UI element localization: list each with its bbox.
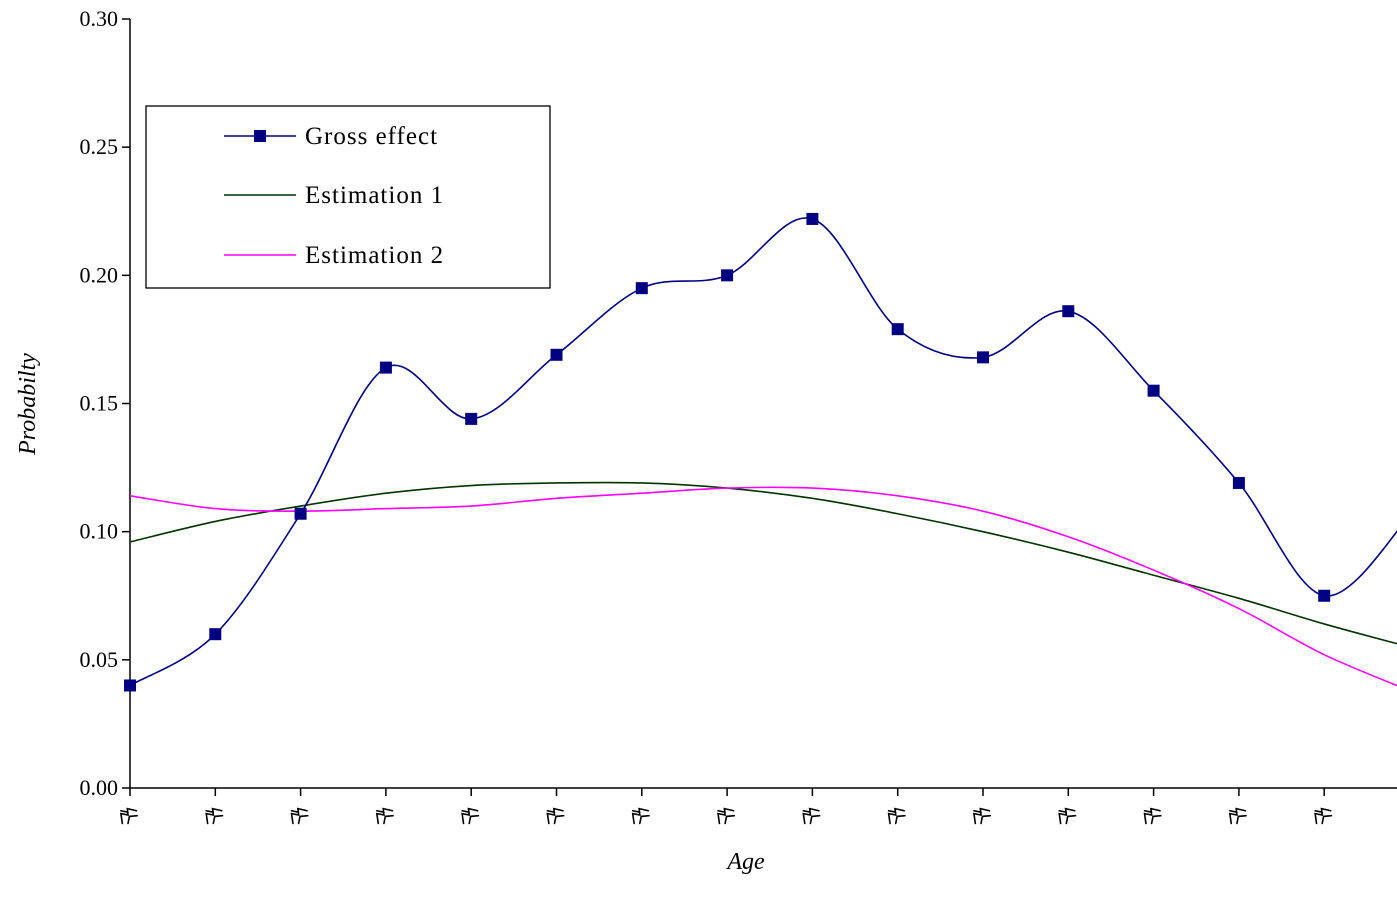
data-point	[1062, 305, 1075, 318]
series-line-gross-effect	[129, 217, 1397, 687]
data-point	[209, 628, 222, 641]
legend-box	[145, 105, 551, 289]
data-point	[379, 361, 392, 374]
x-tick-label-glyph	[546, 807, 565, 825]
series-gross-effect	[124, 212, 1397, 692]
x-tick-label-glyph	[205, 807, 224, 825]
data-point	[1232, 476, 1245, 489]
x-tick-label-glyph	[972, 807, 991, 825]
data-point	[550, 348, 563, 361]
data-point	[977, 351, 989, 364]
series-layer	[124, 212, 1397, 692]
legend: Gross effect Estimation 1 Estimation 2	[145, 105, 551, 289]
x-tick-label-glyph	[631, 807, 650, 825]
series-line-estimation-2	[129, 486, 1397, 687]
data-point	[1318, 589, 1331, 602]
series-estimation-2	[129, 486, 1397, 687]
y-tick-label: 0.00	[80, 775, 119, 800]
series-estimation-1	[129, 481, 1397, 645]
data-point	[721, 269, 734, 282]
x-tick-label-glyph	[717, 807, 736, 825]
x-tick-label-glyph	[1058, 807, 1077, 825]
y-axis-title: Probabilty	[15, 353, 41, 456]
y-tick-label: 0.05	[80, 647, 119, 672]
legend-label-estimation-2: Estimation 2	[305, 242, 444, 269]
legend-label-gross-effect: Gross effect	[305, 123, 438, 150]
data-point	[124, 679, 136, 692]
x-tick-label-glyph	[1143, 807, 1162, 825]
y-tick-label: 0.15	[80, 391, 119, 416]
x-tick-label-glyph	[887, 807, 906, 825]
data-point	[294, 507, 307, 520]
y-tick-label: 0.20	[80, 262, 119, 287]
y-tick-label: 0.10	[80, 519, 119, 544]
x-tick-label-glyph	[461, 807, 480, 825]
y-tick-label: 0.25	[80, 134, 119, 159]
x-tick-label-glyph	[1228, 807, 1247, 825]
legend-label-estimation-1: Estimation 1	[305, 182, 444, 209]
data-point	[635, 282, 648, 295]
x-tick-label-glyph	[290, 807, 309, 825]
data-point	[1147, 384, 1160, 397]
x-tick-label-glyph	[802, 807, 821, 825]
x-axis	[119, 787, 1397, 825]
x-tick-label-glyph	[375, 807, 394, 825]
series-line-estimation-1	[129, 481, 1397, 645]
y-axis: 0.00 0.05 0.10 0.15 0.20 0.25 0.30	[80, 6, 131, 800]
y-tick-label: 0.30	[80, 6, 119, 31]
legend-marker-gross-effect	[254, 130, 266, 142]
x-tick-label-glyph	[1314, 807, 1333, 825]
data-point	[806, 212, 819, 225]
x-tick-label-glyph	[119, 807, 138, 825]
data-point	[465, 412, 478, 425]
data-point	[891, 323, 904, 336]
x-axis-title: Age	[725, 849, 765, 875]
